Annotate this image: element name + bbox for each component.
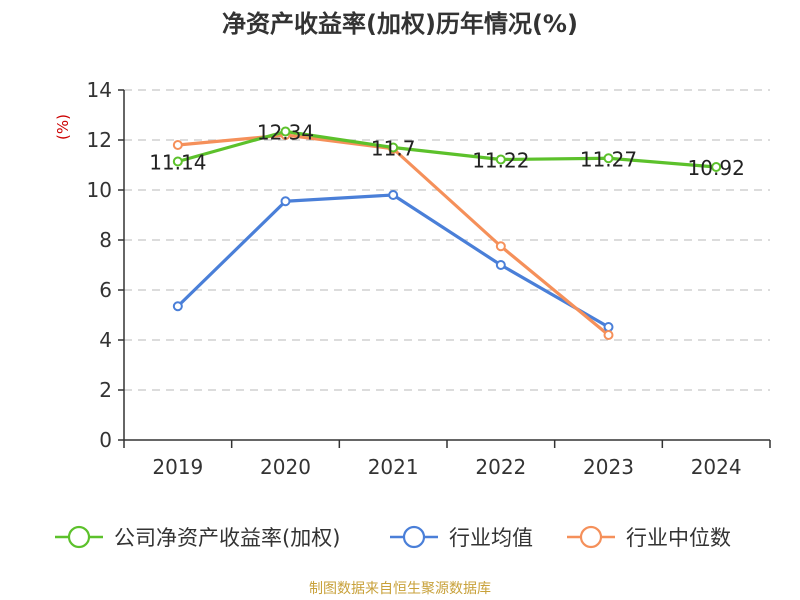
data-point [172,156,183,167]
legend-item-0[interactable]: 公司净资产收益率(加权) [55,525,340,550]
data-label: 12.34 [257,121,314,145]
legend: 公司净资产收益率(加权) 行业均值 行业中位数 [55,525,731,550]
legend-marker [402,525,426,549]
y-tick-label: 4 [99,328,112,352]
x-tick-label: 2020 [260,455,311,479]
data-label: 11.14 [149,151,206,175]
y-tick-label: 12 [87,128,112,152]
series-line-0 [176,129,718,169]
data-label: 10.92 [688,156,745,180]
data-point [603,153,614,164]
data-point [172,301,183,312]
y-tick-label: 14 [87,78,112,102]
data-source-note: 制图数据来自恒生聚源数据库 [309,581,491,597]
series-line-2 [176,133,611,337]
data-point [603,322,614,332]
legend-item-1[interactable]: 行业均值 [390,525,533,550]
legend-label: 行业均值 [449,526,533,550]
x-tick-label: 2023 [583,455,634,479]
y-axis-label: (%) [54,114,72,140]
data-label: 11.22 [472,149,529,173]
x-tick-label: 2019 [152,455,203,479]
x-tick-label: 2024 [691,455,742,479]
series-line-1 [176,193,611,329]
x-tick-label: 2021 [368,455,419,479]
data-point [172,140,183,150]
y-tick-label: 10 [87,178,112,202]
data-labels: 11.14 12.34 11.7 11.22 11.27 10.92 [149,121,745,181]
legend-item-2[interactable]: 行业中位数 [567,525,731,550]
data-point [603,330,614,340]
data-point [280,196,291,207]
data-point [388,142,399,153]
data-label: 11.27 [580,147,637,171]
x-tick-label: 2022 [475,455,526,479]
legend-marker [579,525,603,549]
data-point [495,241,506,252]
y-tick-label: 8 [99,228,112,252]
data-point [280,126,291,137]
data-point [495,260,506,270]
data-point [495,154,506,165]
chart-title: 净资产收益率(加权)历年情况(%) [222,10,578,38]
legend-label: 公司净资产收益率(加权) [114,526,340,550]
legend-label: 行业中位数 [626,526,731,550]
data-point [388,190,399,200]
axes: 0 2 4 6 8 10 12 14 2019 2020 2021 2022 2023 2024 [87,78,771,479]
data-points [172,126,722,340]
legend-marker [67,525,91,549]
grid-lines [124,89,770,391]
y-tick-label: 0 [99,428,112,452]
y-tick-label: 6 [99,278,112,302]
data-label: 11.7 [371,137,416,161]
data-point [711,162,722,172]
y-tick-label: 2 [99,378,112,402]
